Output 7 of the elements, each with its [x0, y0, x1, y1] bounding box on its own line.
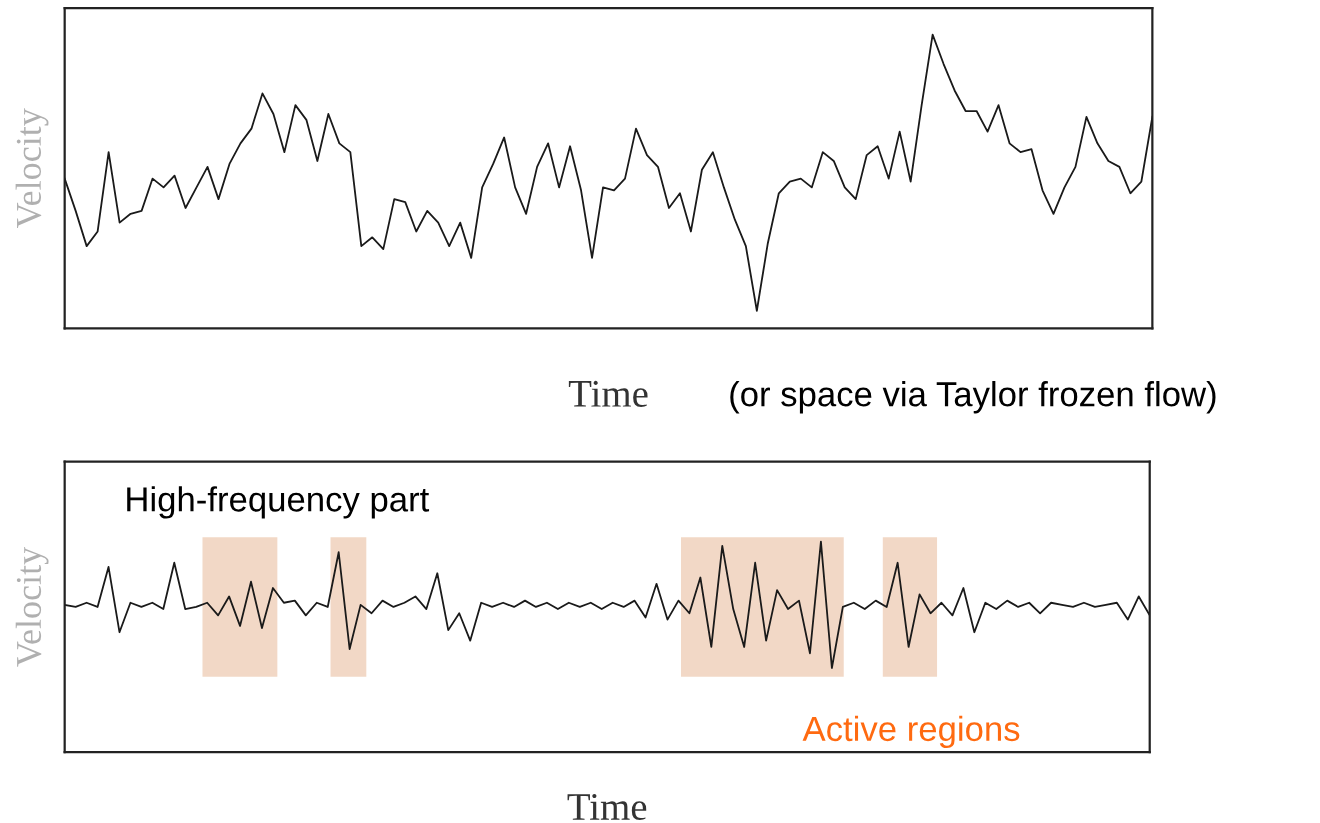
y-axis-title: Velocity	[15, 108, 49, 229]
x-axis-title: Time	[567, 793, 647, 821]
text: High-frequency part	[127, 486, 430, 519]
text: (or space via Taylor frozen flow)	[730, 381, 1216, 414]
x-axis-title: Time	[568, 380, 648, 407]
annotation: Active regions	[802, 715, 1020, 749]
y-axis-title: Velocity	[15, 546, 49, 667]
